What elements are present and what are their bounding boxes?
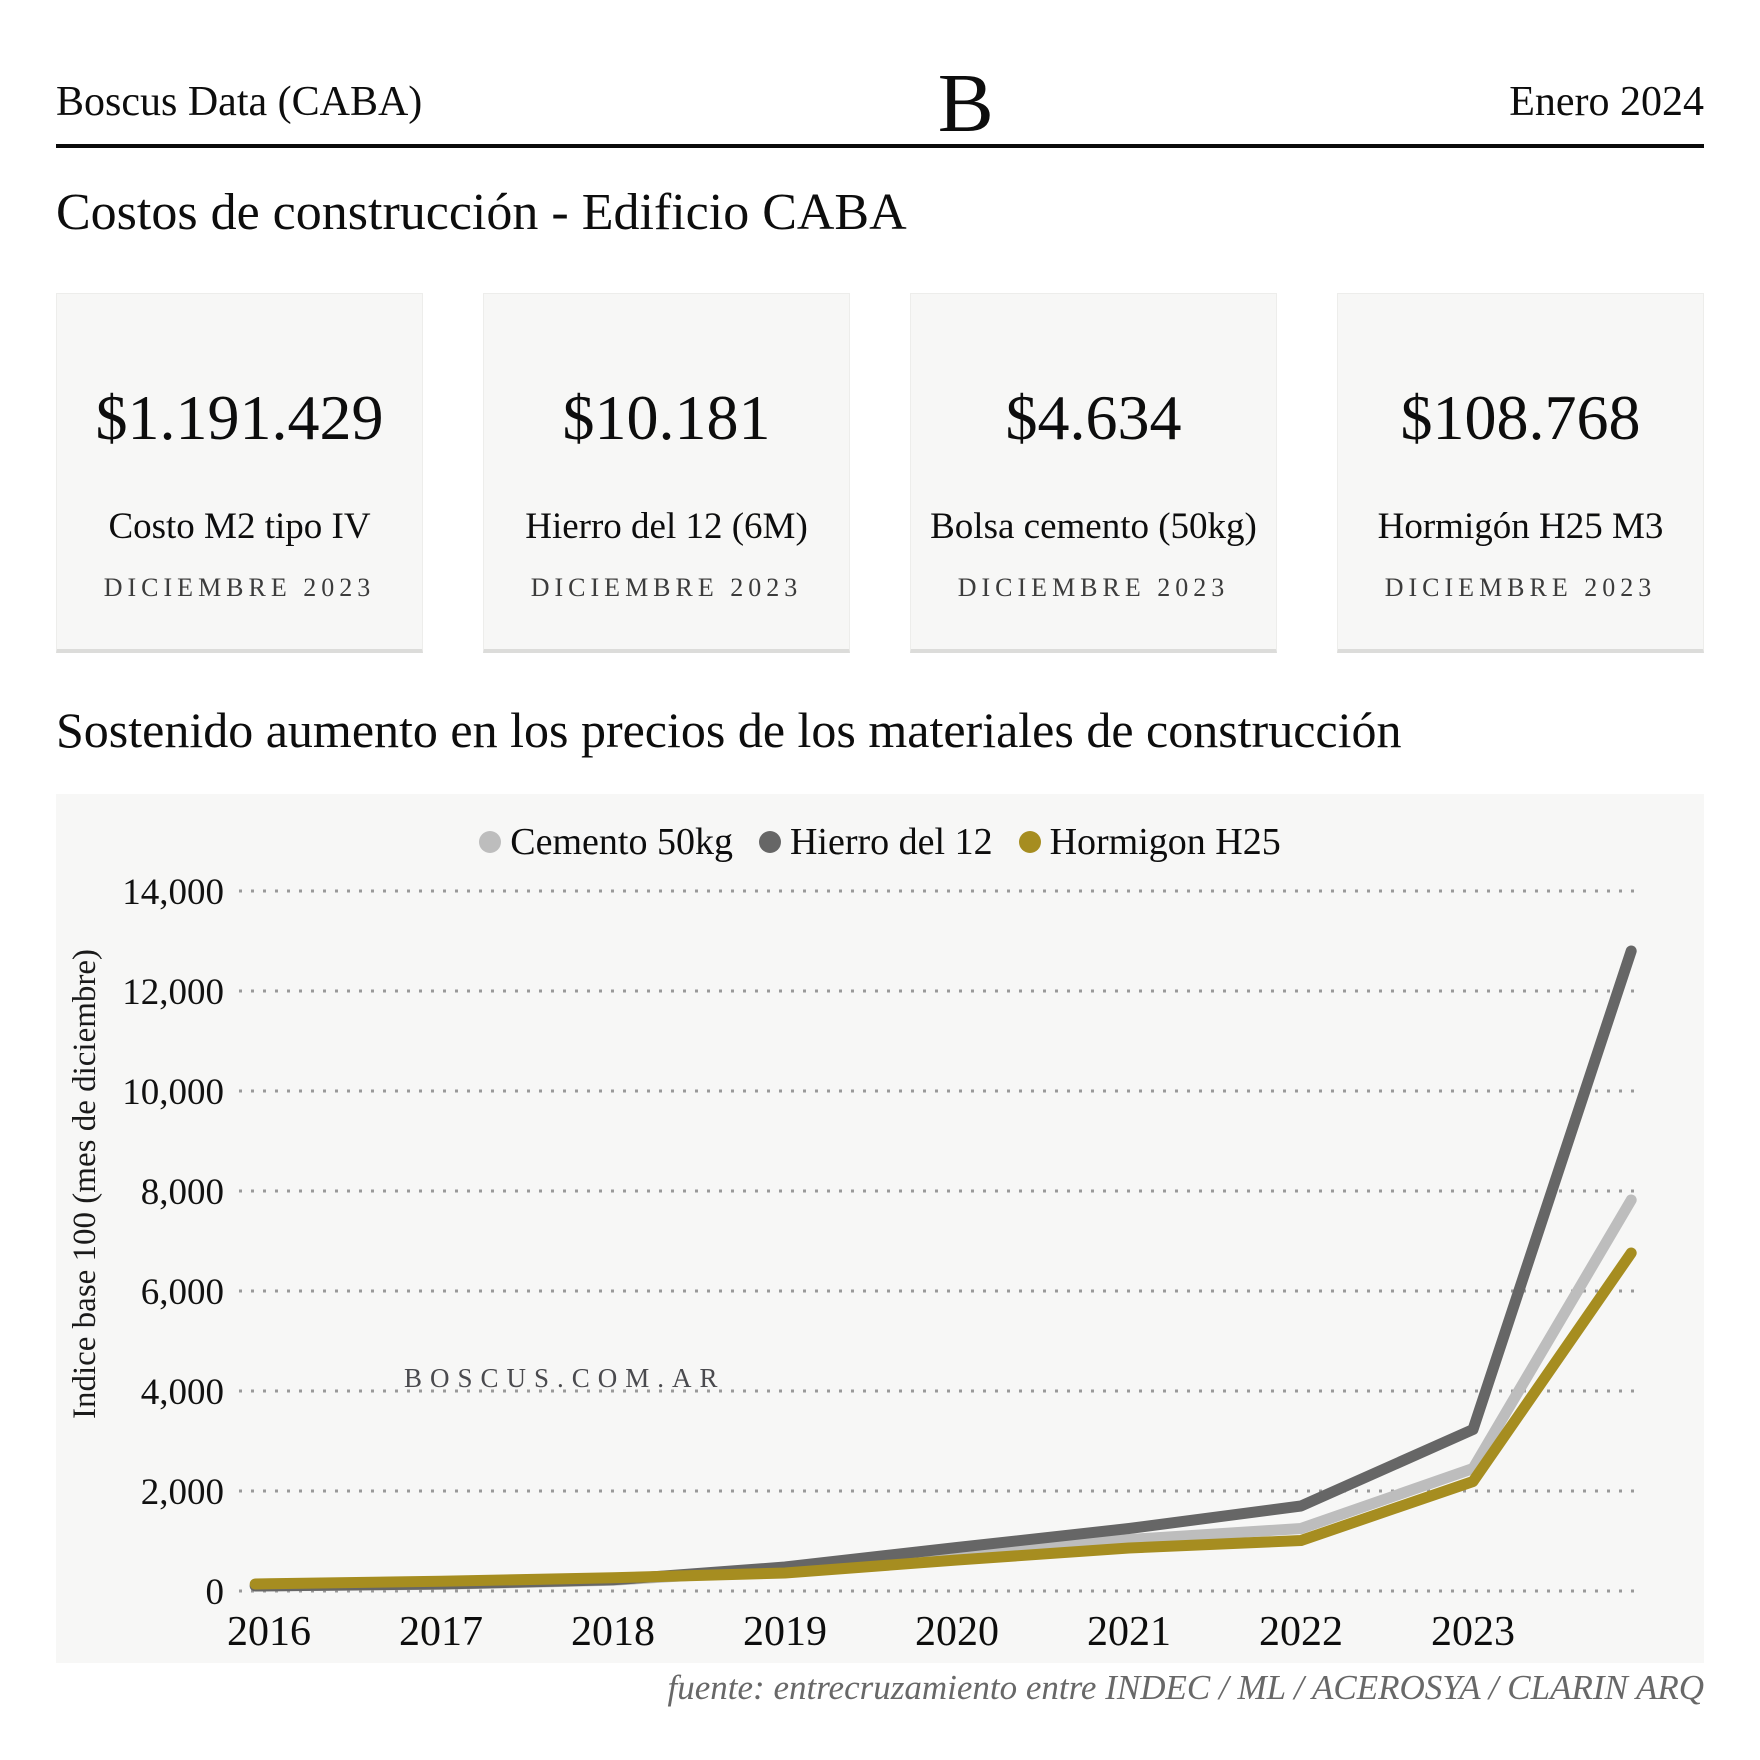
x-tick-label: 2017 <box>399 1609 483 1655</box>
stat-value: $4.634 <box>1005 382 1182 454</box>
legend-label: Hierro del 12 <box>789 821 993 864</box>
x-tick-label: 2016 <box>227 1609 311 1655</box>
stat-period: DICIEMBRE 2023 <box>957 573 1230 603</box>
stat-label: Hierro del 12 (6M) <box>525 506 808 548</box>
stat-label: Costo M2 tipo IV <box>108 506 371 548</box>
y-tick-label: 4,000 <box>141 1372 224 1413</box>
masthead: Boscus Data (CABA) B Enero 2024 <box>56 46 1704 146</box>
stat-cards: $1.191.429 Costo M2 tipo IV DICIEMBRE 20… <box>56 293 1704 654</box>
issue-date: Enero 2024 <box>1509 79 1704 125</box>
y-tick-label: 10,000 <box>122 1072 224 1113</box>
y-tick-label: 2,000 <box>141 1472 224 1513</box>
stat-value: $10.181 <box>562 382 771 454</box>
x-tick-label: 2022 <box>1259 1609 1343 1655</box>
stat-card-hormigon: $108.768 Hormigón H25 M3 DICIEMBRE 2023 <box>1337 293 1704 654</box>
legend-dot-hormigon <box>1018 831 1041 854</box>
legend-item-hierro: Hierro del 12 <box>758 820 993 864</box>
y-tick-label: 14,000 <box>122 872 224 913</box>
y-axis-title: Indice base 100 (mes de diciembre) <box>67 949 103 1419</box>
stat-period: DICIEMBRE 2023 <box>530 573 803 603</box>
y-tick-label: 8,000 <box>141 1172 224 1213</box>
source-note: fuente: entrecruzamiento entre INDEC / M… <box>667 1668 1704 1708</box>
legend-label: Hormigon H25 <box>1049 821 1281 864</box>
y-tick-label: 0 <box>206 1572 225 1613</box>
chart-section-title: Sostenido aumento en los precios de los … <box>56 702 1402 759</box>
costs-section-title: Costos de construcción - Edificio CABA <box>56 184 907 241</box>
y-tick-label: 12,000 <box>122 972 224 1013</box>
line-chart: 0 2,000 4,000 6,000 8,000 10,000 12,000 14,000 2… <box>67 872 1642 1655</box>
brand-logo-b: B <box>937 57 994 150</box>
series-line-hormigon-h25 <box>249 1247 1637 1590</box>
watermark: BOSCUS.COM.AR <box>404 1363 726 1393</box>
stat-value: $108.768 <box>1400 382 1641 454</box>
x-tick-label: 2021 <box>1087 1609 1171 1655</box>
stat-label: Hormigón H25 M3 <box>1377 506 1664 548</box>
y-tick-label: 6,000 <box>141 1272 224 1313</box>
x-tick-label: 2020 <box>915 1609 999 1655</box>
stat-card-m2: $1.191.429 Costo M2 tipo IV DICIEMBRE 20… <box>56 293 423 654</box>
legend-dot-cemento <box>479 831 502 854</box>
chart-panel: 0 2,000 4,000 6,000 8,000 10,000 12,000 14,000 2… <box>56 794 1704 1664</box>
legend-item-hormigon: Hormigon H25 <box>1018 820 1281 864</box>
legend-item-cemento: Cemento 50kg <box>479 820 733 864</box>
brand-name: Boscus Data (CABA) <box>56 79 423 125</box>
stat-card-hierro: $10.181 Hierro del 12 (6M) DICIEMBRE 202… <box>483 293 850 654</box>
stat-card-cemento: $4.634 Bolsa cemento (50kg) DICIEMBRE 20… <box>910 293 1277 654</box>
series-line-cemento-50kg <box>249 1194 1637 1592</box>
legend-label: Cemento 50kg <box>510 821 733 864</box>
chart-legend: Cemento 50kg Hierro del 12 Hormigon H25 <box>56 820 1704 864</box>
stat-period: DICIEMBRE 2023 <box>103 573 376 603</box>
x-tick-label: 2019 <box>743 1609 827 1655</box>
header-divider <box>56 144 1704 148</box>
stat-period: DICIEMBRE 2023 <box>1384 573 1657 603</box>
x-tick-label: 2018 <box>571 1609 655 1655</box>
stat-label: Bolsa cemento (50kg) <box>930 506 1257 548</box>
legend-dot-hierro <box>758 831 781 854</box>
x-tick-label: 2023 <box>1431 1609 1515 1655</box>
stat-value: $1.191.429 <box>95 382 384 454</box>
